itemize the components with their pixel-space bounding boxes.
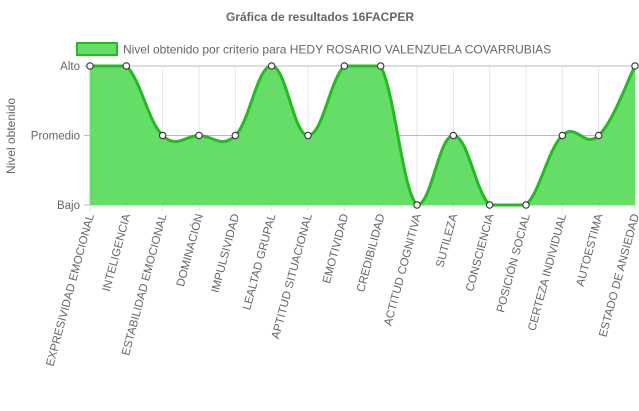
x-tick-label: AUTOESTIMA — [575, 212, 606, 287]
x-tick-labels: EXPRESIVIDAD EMOCIONAL INTELIGENCIAESTABI… — [45, 212, 639, 368]
y-axis-label: Nivel obtenido — [4, 98, 18, 174]
data-points — [86, 62, 639, 209]
data-point[interactable] — [522, 201, 530, 209]
x-tick-label: IMPULSIVIDAD — [210, 213, 243, 295]
x-tick-label: ACTITUD COGNITIVA — [382, 212, 424, 327]
chart-title: Gráfica de resultados 16FACPER — [226, 10, 414, 24]
x-tick-label: EXPRESIVIDAD EMOCIONAL — [45, 212, 97, 368]
data-point[interactable] — [376, 62, 385, 70]
data-point[interactable] — [195, 131, 203, 140]
y-tick-label: Bajo — [57, 200, 80, 212]
data-point[interactable] — [340, 62, 349, 70]
data-point[interactable] — [267, 62, 276, 70]
x-tick-label: SUTILEZA — [434, 212, 460, 269]
series-area — [90, 64, 637, 207]
x-tick-label: DOMINACIÓN — [174, 212, 206, 288]
x-tick-label: CERTEZA INDIVIDUAL — [526, 212, 569, 332]
x-tick-label: ESTADO DE ANSIEDAD — [597, 213, 639, 339]
x-tick-label: POSICIÓN SOCIAL — [494, 212, 533, 314]
data-point[interactable] — [413, 201, 421, 209]
x-tick-label: APTITUD SITUACIONAL — [270, 212, 315, 340]
x-tick-label: LEALTAD GRUPAL — [241, 212, 278, 311]
x-tick-label: EMOTIVIDAD — [321, 213, 351, 285]
y-tick-labels: Bajo Promedio Alto — [31, 61, 80, 212]
x-tick-label: INTELIGENCIA — [101, 212, 133, 293]
data-point[interactable] — [158, 131, 167, 140]
data-point[interactable] — [594, 131, 603, 140]
data-point[interactable] — [231, 131, 240, 140]
data-point[interactable] — [122, 62, 131, 70]
y-tick-label: Promedio — [31, 131, 80, 143]
series-fill — [90, 66, 635, 205]
legend-label[interactable]: Nivel obtenido por criterio para HEDY RO… — [123, 43, 551, 57]
data-point[interactable] — [449, 131, 458, 140]
data-point[interactable] — [304, 131, 312, 140]
series-line — [90, 64, 637, 207]
x-tick-label: CONSCIENCIA — [464, 212, 496, 293]
x-tick-label: CREDIBILIDAD — [355, 213, 387, 294]
legend-swatch[interactable] — [76, 42, 118, 56]
data-point[interactable] — [86, 62, 94, 70]
data-point[interactable] — [631, 62, 639, 70]
data-point[interactable] — [558, 131, 567, 140]
y-tick-label: Alto — [60, 61, 80, 73]
data-point[interactable] — [485, 201, 494, 209]
